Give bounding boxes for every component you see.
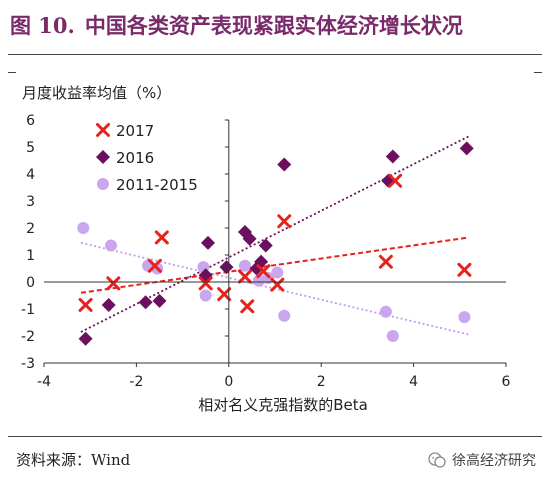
x-tick-label: 6 — [502, 374, 511, 390]
data-point-2011-2015 — [262, 271, 275, 284]
y-tick-label: -3 — [21, 356, 35, 372]
data-point-2017 — [256, 264, 271, 279]
x-tick-label: 0 — [224, 374, 233, 390]
data-point-2016 — [385, 149, 400, 164]
legend-label-2011-2015: 2011-2015 — [116, 176, 198, 194]
x-stroke — [240, 299, 255, 314]
y-tick-label: 5 — [26, 140, 35, 156]
x-tick-label: 2 — [317, 374, 326, 390]
data-point-2011-2015 — [252, 274, 265, 287]
x-stroke — [96, 123, 110, 137]
corner-mark-right — [534, 72, 542, 73]
data-point-2016 — [277, 157, 292, 172]
y-tick-label: 1 — [26, 248, 35, 264]
x-stroke — [78, 297, 93, 312]
data-point-2011-2015 — [104, 239, 117, 252]
y-tick-label: 0 — [26, 275, 35, 291]
data-point-2017 — [147, 258, 162, 273]
data-point-2016 — [138, 295, 153, 310]
y-tick-label: -2 — [21, 329, 35, 345]
data-point-2011-2015 — [386, 330, 399, 342]
y-tick-label: 6 — [26, 113, 35, 129]
data-point-2017 — [277, 214, 292, 229]
figure-number: 图 10. — [10, 13, 75, 38]
legend-label-2017: 2017 — [116, 122, 154, 140]
x-stroke — [154, 230, 169, 245]
figure-title: 图 10. 中国各类资产表现紧跟实体经济增长状况 — [10, 10, 540, 50]
y-tick-label: 3 — [26, 194, 35, 210]
data-point-2016 — [258, 238, 273, 253]
data-point-2017 — [78, 297, 93, 312]
legend-marker-2017 — [96, 123, 110, 137]
x-stroke — [198, 276, 213, 291]
x-stroke — [378, 254, 393, 269]
data-point-2011-2015 — [238, 259, 251, 272]
wechat-icon — [428, 452, 446, 468]
x-stroke — [147, 258, 162, 273]
x-stroke — [217, 287, 232, 302]
data-point-2011-2015 — [199, 289, 212, 302]
source-note: 资料来源：Wind — [16, 451, 131, 469]
data-point-2016 — [101, 297, 116, 312]
corner-mark-left — [8, 72, 16, 73]
y-axis-label: 月度收益率均值（%） — [22, 84, 172, 102]
data-point-2011-2015 — [271, 266, 284, 279]
data-point-2017 — [106, 276, 121, 291]
data-point-2016 — [201, 235, 216, 250]
data-point-2017 — [198, 276, 213, 291]
data-point-2011-2015 — [278, 309, 291, 322]
x-tick-label: 4 — [409, 374, 418, 390]
figure-title-text: 中国各类资产表现紧跟实体经济增长状况 — [84, 13, 463, 38]
x-stroke — [270, 277, 285, 292]
y-tick-label: 2 — [26, 221, 35, 237]
data-point-2017 — [217, 287, 232, 302]
data-point-2016 — [242, 231, 257, 246]
x-stroke — [256, 264, 271, 279]
brand-text: 徐高经济研究 — [452, 453, 536, 469]
brand-watermark: 徐高经济研究 — [428, 450, 536, 470]
x-stroke — [457, 262, 472, 277]
data-point-2011-2015 — [77, 222, 90, 234]
data-point-2016 — [78, 331, 93, 346]
axes: -3 -2 -1 0 1 2 3 4 5 6 -4 -2 0 2 4 6 — [21, 113, 511, 390]
title-rule — [8, 54, 542, 55]
data-point-2016 — [152, 293, 167, 308]
legend-marker-2011-2015 — [97, 178, 109, 190]
legend: 2017 2016 2011-2015 — [96, 122, 198, 194]
data-point-2017 — [237, 269, 252, 284]
data-point-2017 — [154, 230, 169, 245]
data-point-2011-2015 — [458, 311, 471, 324]
x-stroke — [388, 173, 403, 188]
x-stroke — [106, 276, 121, 291]
legend-marker-2016 — [96, 150, 110, 164]
x-tick-label: -2 — [129, 374, 143, 390]
x-stroke — [237, 269, 252, 284]
data-markers — [77, 141, 474, 346]
y-tick-label: -1 — [21, 302, 35, 318]
data-point-2017 — [457, 262, 472, 277]
legend-label-2016: 2016 — [116, 149, 154, 167]
trend-line-2017 — [80, 236, 470, 294]
x-axis-label: 相对名义克强指数的Beta — [198, 396, 368, 414]
x-stroke — [277, 214, 292, 229]
data-point-2017 — [240, 299, 255, 314]
data-point-2017 — [378, 254, 393, 269]
data-point-2017 — [388, 173, 403, 188]
y-tick-label: 4 — [26, 167, 35, 183]
data-point-2017 — [270, 277, 285, 292]
footer-rule — [8, 436, 542, 437]
x-tick-label: -4 — [37, 374, 51, 390]
data-point-2011-2015 — [379, 305, 392, 318]
data-point-2016 — [459, 141, 474, 156]
data-point-2016 — [219, 260, 234, 275]
